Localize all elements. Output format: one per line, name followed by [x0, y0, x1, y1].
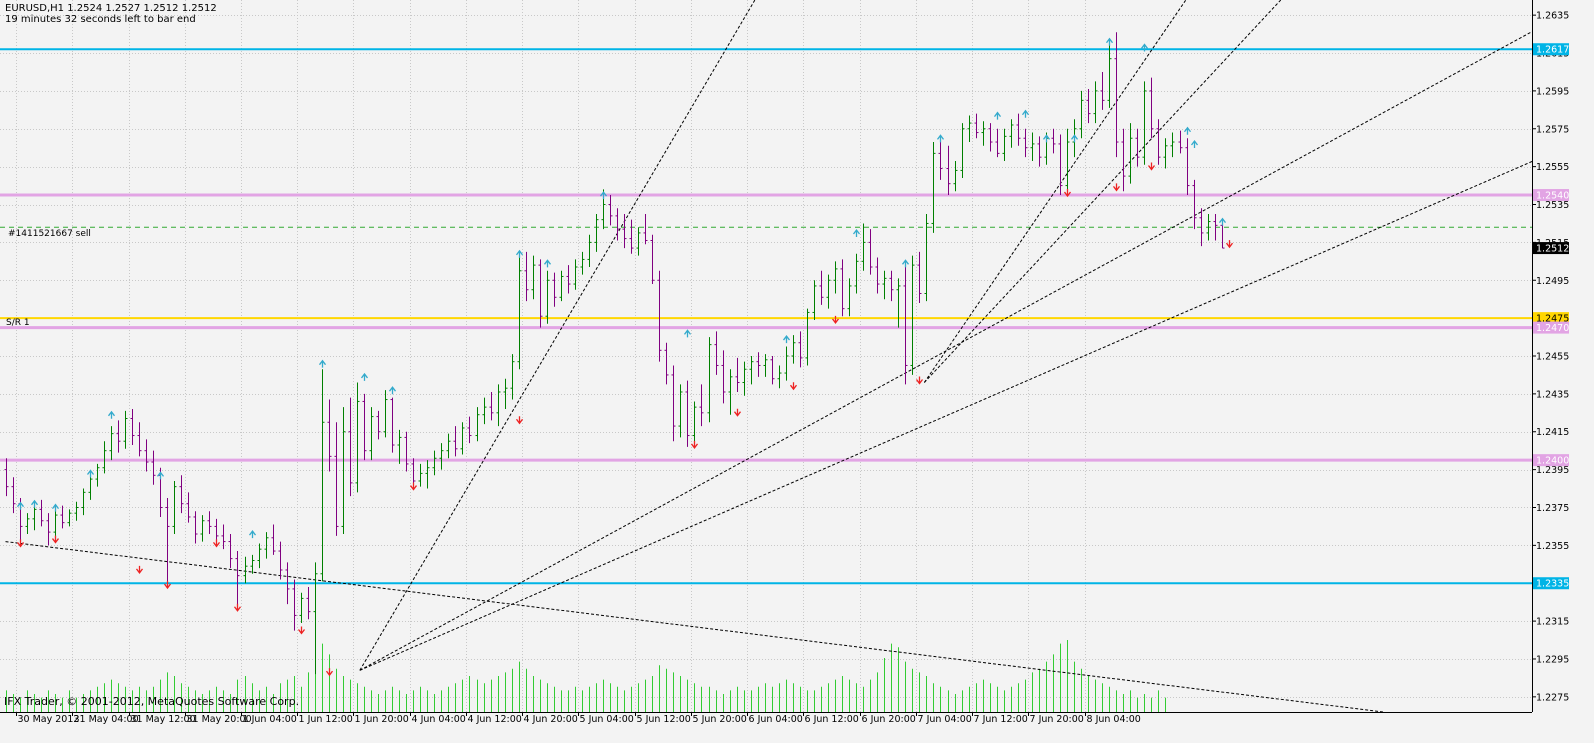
y-tick-label: 1.2455 — [1536, 352, 1569, 363]
y-tick-label: 1.2555 — [1536, 162, 1569, 173]
level-price-tag-text: 1.2617 — [1536, 45, 1569, 56]
support-resistance-label: S/R 1 — [6, 318, 30, 328]
x-tick-label: 4 Jun 20:00 — [524, 714, 578, 725]
x-tick-label: 6 Jun 12:00 — [805, 714, 859, 725]
order-line-label: #1411521667 sell — [8, 229, 91, 239]
y-tick-label: 1.2355 — [1536, 541, 1569, 552]
level-price-tag-text: 1.2470 — [1536, 323, 1569, 334]
y-tick-label: 1.2375 — [1536, 503, 1569, 514]
x-tick-label: 5 Jun 20:00 — [693, 714, 747, 725]
x-tick-label: 8 Jun 04:00 — [1087, 714, 1141, 725]
y-tick-label: 1.2395 — [1536, 465, 1569, 476]
x-tick-label: 7 Jun 04:00 — [918, 714, 972, 725]
x-tick-label: 6 Jun 20:00 — [862, 714, 916, 725]
x-tick-label: 7 Jun 20:00 — [1030, 714, 1084, 725]
price-axis-panel — [1533, 0, 1594, 739]
symbol-ohlc-title: EURUSD,H1 1.2524 1.2527 1.2512 1.2512 — [5, 3, 217, 14]
x-tick-label: 4 Jun 04:00 — [412, 714, 466, 725]
x-tick-label: 1 Jun 20:00 — [355, 714, 409, 725]
x-tick-label: 5 Jun 04:00 — [580, 714, 634, 725]
x-tick-label: 30 May 2012 — [18, 714, 80, 725]
x-tick-label: 7 Jun 12:00 — [974, 714, 1028, 725]
x-tick-label: 1 Jun 12:00 — [299, 714, 353, 725]
current-price-tag-text: 1.2512 — [1536, 244, 1569, 255]
x-tick-label: 31 May 04:00 — [74, 714, 139, 725]
y-tick-label: 1.2415 — [1536, 427, 1569, 438]
y-tick-label: 1.2495 — [1536, 276, 1569, 287]
y-tick-label: 1.2535 — [1536, 200, 1569, 211]
x-tick-label: 5 Jun 12:00 — [637, 714, 691, 725]
level-price-tag-text: 1.2335 — [1536, 579, 1569, 590]
y-tick-label: 1.2635 — [1536, 11, 1569, 22]
level-price-tag-text: 1.2400 — [1536, 456, 1569, 467]
y-tick-label: 1.2435 — [1536, 389, 1569, 400]
y-tick-label: 1.2295 — [1536, 654, 1569, 665]
x-tick-label: 1 Jun 04:00 — [243, 714, 297, 725]
x-tick-label: 6 Jun 04:00 — [749, 714, 803, 725]
bar-end-countdown: 19 minutes 32 seconds left to bar end — [5, 14, 196, 25]
copyright-notice: IFX Trader, © 2001-2012, MetaQuotes Soft… — [4, 696, 299, 708]
y-tick-label: 1.2275 — [1536, 692, 1569, 703]
y-tick-label: 1.2595 — [1536, 86, 1569, 97]
y-tick-label: 1.2575 — [1536, 124, 1569, 135]
level-price-tag-text: 1.2540 — [1536, 191, 1569, 202]
x-tick-label: 4 Jun 12:00 — [468, 714, 522, 725]
y-tick-label: 1.2315 — [1536, 617, 1569, 628]
